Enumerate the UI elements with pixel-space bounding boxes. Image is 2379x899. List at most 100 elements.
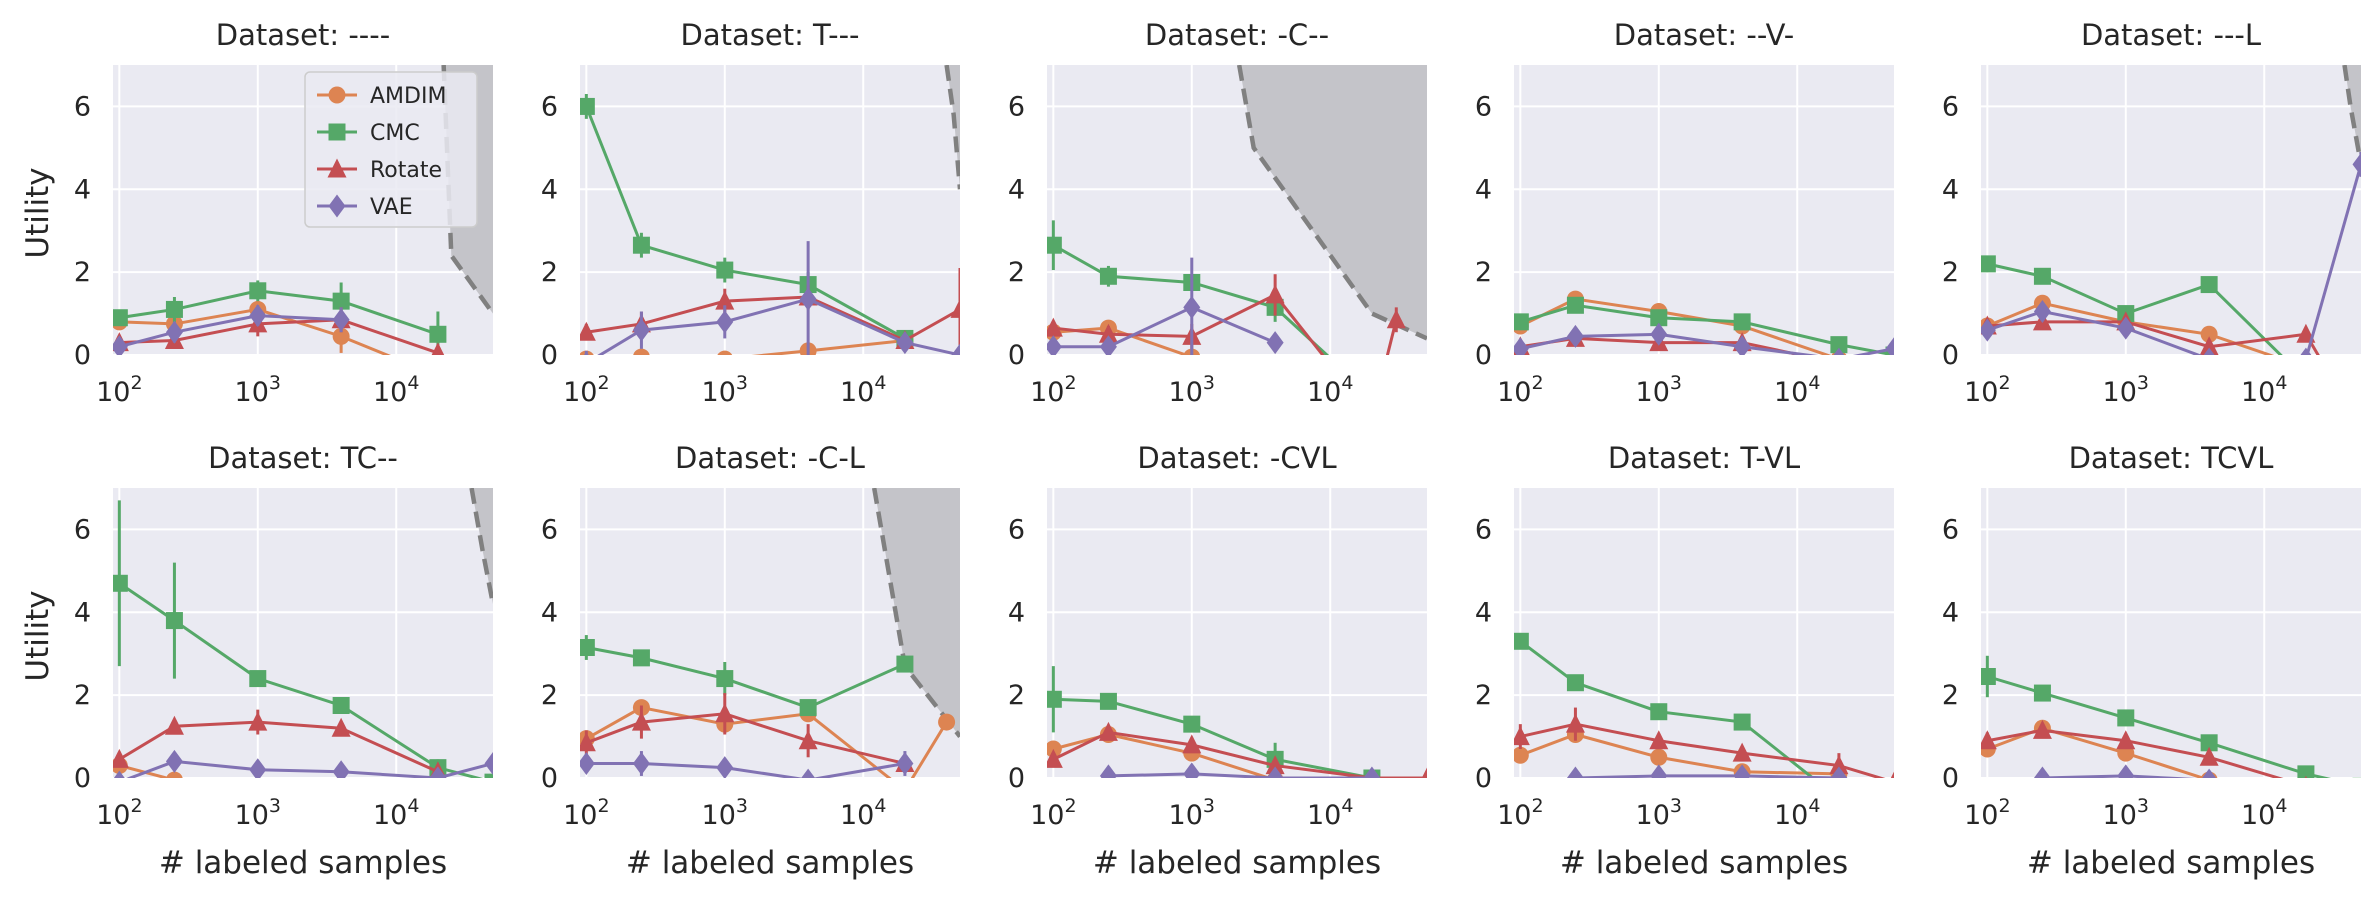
- x-axis-label: # labeled samples: [626, 845, 914, 881]
- data-point: [1890, 771, 1894, 778]
- panel-title: Dataset: -C--: [1145, 18, 1329, 52]
- y-tick-label: 2: [1008, 257, 1025, 288]
- boundary-line: [469, 488, 493, 605]
- data-point: [332, 697, 350, 714]
- data-point: [1047, 335, 1062, 355]
- y-tick-label: 4: [74, 597, 91, 628]
- series-line: [1575, 774, 1839, 778]
- legend: AMDIM CMC Rotate VAE: [304, 71, 478, 228]
- x-axis-label: # labeled samples: [2027, 845, 2315, 881]
- series-line: [1986, 726, 2208, 778]
- x-tick-label: 104: [1307, 372, 1353, 408]
- panel-title: Dataset: TC--: [208, 441, 398, 475]
- series-line: [118, 764, 173, 778]
- data-point: [1183, 295, 1201, 319]
- y-tick-label: 0: [1008, 763, 1025, 794]
- data-point: [2297, 371, 2314, 388]
- data-point: [113, 770, 125, 778]
- data-point: [2321, 365, 2340, 384]
- plot-content: [580, 488, 960, 778]
- data-point: [2304, 775, 2308, 778]
- x-tick-label: 102: [1497, 372, 1543, 408]
- series-line: [1052, 730, 1427, 778]
- data-point: [1566, 296, 1584, 314]
- data-point: [2116, 730, 2136, 750]
- x-axis-label: # labeled samples: [1560, 845, 1848, 881]
- infeasible-region: [874, 488, 960, 737]
- boundary-line: [944, 65, 960, 190]
- data-point: [1421, 767, 1427, 778]
- data-point: [1981, 668, 1996, 685]
- y-tick-label: 6: [541, 514, 558, 545]
- y-tick-label: 4: [541, 597, 558, 628]
- series-line: [118, 582, 484, 778]
- data-point: [2352, 152, 2361, 176]
- data-point: [716, 310, 734, 334]
- series-line: [586, 295, 960, 343]
- data-point: [580, 639, 595, 656]
- series-line: [1053, 305, 1276, 349]
- data-point: [1733, 764, 1751, 778]
- data-point: [1183, 762, 1201, 778]
- series-line: [126, 759, 493, 778]
- x-tick-label: 104: [1774, 372, 1820, 408]
- x-tick-label: 102: [1030, 372, 1076, 408]
- data-point: [249, 670, 267, 688]
- y-tick-label: 4: [1008, 597, 1025, 628]
- data-point: [1981, 255, 1996, 273]
- data-point: [1265, 755, 1285, 775]
- series-vae: [1981, 152, 2361, 355]
- data-point: [1047, 748, 1063, 768]
- data-point: [332, 292, 350, 310]
- legend-label: CMC: [370, 121, 420, 146]
- x-tick-label: 104: [2241, 795, 2287, 831]
- data-point: [164, 715, 184, 735]
- series-rotate: [1981, 719, 2308, 778]
- data-point: [248, 711, 268, 731]
- panel-title: Dataset: ----: [216, 18, 390, 52]
- data-point: [1981, 318, 1996, 342]
- data-point: [1183, 715, 1201, 733]
- y-tick-label: 6: [1008, 514, 1025, 545]
- data-point: [2117, 709, 2135, 727]
- x-tick-label: 103: [702, 372, 748, 408]
- legend-entry-amdim: AMDIM: [317, 84, 446, 109]
- data-point: [580, 752, 595, 775]
- data-point: [165, 300, 183, 318]
- data-point: [1565, 713, 1585, 733]
- y-tick-label: 6: [1475, 514, 1492, 545]
- data-point: [2033, 267, 2051, 285]
- data-point: [1047, 317, 1063, 337]
- data-point: [2200, 325, 2218, 343]
- panel-7: Dataset: -C-L 0 2 4 6 102 103 104 # labeled samp…: [541, 441, 960, 881]
- data-point: [165, 612, 183, 630]
- data-point: [2202, 768, 2217, 778]
- data-point: [429, 325, 447, 343]
- legend-box: [304, 71, 478, 228]
- panel-title: Dataset: -C-L: [675, 441, 865, 475]
- data-point: [938, 713, 956, 731]
- series-rotate: [1047, 721, 1427, 778]
- data-point: [1830, 790, 1847, 807]
- data-point: [1266, 766, 1284, 778]
- data-point: [429, 367, 446, 384]
- data-point: [1650, 309, 1668, 327]
- y-tick-label: 2: [1942, 257, 1959, 288]
- data-point: [632, 649, 650, 667]
- data-point: [484, 752, 493, 775]
- panel-title: Dataset: T-VL: [1608, 441, 1800, 475]
- data-point: [165, 320, 183, 344]
- x-tick-label: 103: [1169, 372, 1215, 408]
- data-point: [429, 766, 447, 778]
- series-line: [1053, 293, 1398, 355]
- data-point: [1363, 388, 1380, 405]
- data-point: [1047, 236, 1062, 254]
- series-line: [1520, 722, 1886, 778]
- data-point: [1514, 337, 1529, 355]
- data-point: [249, 304, 267, 328]
- series-line: [751, 339, 906, 355]
- data-point: [583, 351, 589, 355]
- data-point: [1650, 322, 1668, 346]
- y-tick-label: 4: [74, 174, 91, 205]
- x-tick-label: 102: [1964, 372, 2010, 408]
